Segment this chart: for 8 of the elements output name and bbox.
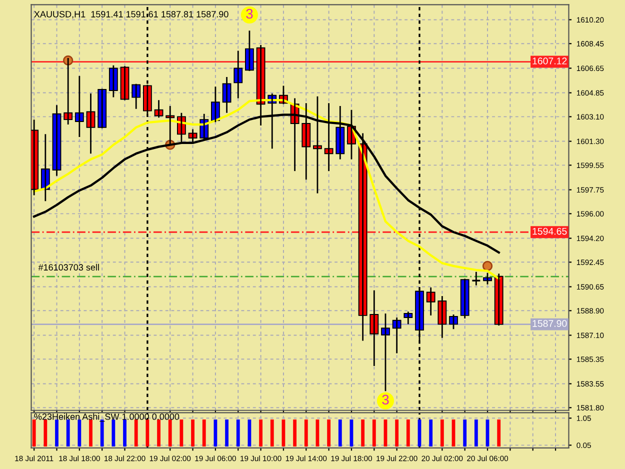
ref-line-label: 1594.65 (532, 228, 567, 235)
chart-title: %23Heiken Ashi_SW 1.0000 0.0000 (34, 413, 180, 422)
ref-line-label: 1607.12 (532, 58, 567, 64)
annotation: #16103703 sell (38, 264, 99, 271)
annotation: 3 (382, 394, 389, 405)
annotation: 3 (246, 8, 253, 19)
ref-line-label: 1587.90 (532, 320, 567, 327)
text: XAUUSD,H1 1591.41 1591.61 1587.81 1587.90 (34, 11, 228, 18)
